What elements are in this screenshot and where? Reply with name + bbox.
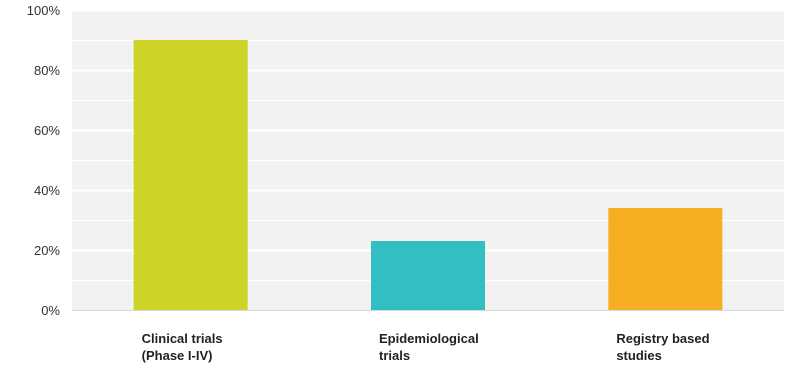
x-axis-labels: Clinical trials (Phase I-IV) Epidemiologic… xyxy=(142,331,710,363)
bars xyxy=(133,40,723,310)
y-tick-label: 0% xyxy=(41,303,60,318)
bar xyxy=(371,241,485,310)
y-tick-label: 40% xyxy=(34,183,60,198)
x-category-label-line: studies xyxy=(616,348,662,363)
x-category-label: Epidemiological trials xyxy=(379,331,479,363)
x-category-label: Registry based studies xyxy=(616,331,709,363)
y-tick-label: 100% xyxy=(27,3,61,18)
x-category-label-line: trials xyxy=(379,348,410,363)
x-category-label-line: Registry based xyxy=(616,331,709,346)
x-category-label-line: Clinical trials xyxy=(142,331,223,346)
bar xyxy=(133,40,248,310)
y-tick-label: 80% xyxy=(34,63,60,78)
bar xyxy=(608,208,723,310)
y-tick-label: 60% xyxy=(34,123,60,138)
x-category-label-line: (Phase I-IV) xyxy=(142,348,213,363)
y-tick-label: 20% xyxy=(34,243,60,258)
y-axis-ticks: 0% 20% 40% 60% 80% 100% xyxy=(27,3,61,318)
x-category-label-line: Epidemiological xyxy=(379,331,479,346)
x-category-label: Clinical trials (Phase I-IV) xyxy=(142,331,223,363)
